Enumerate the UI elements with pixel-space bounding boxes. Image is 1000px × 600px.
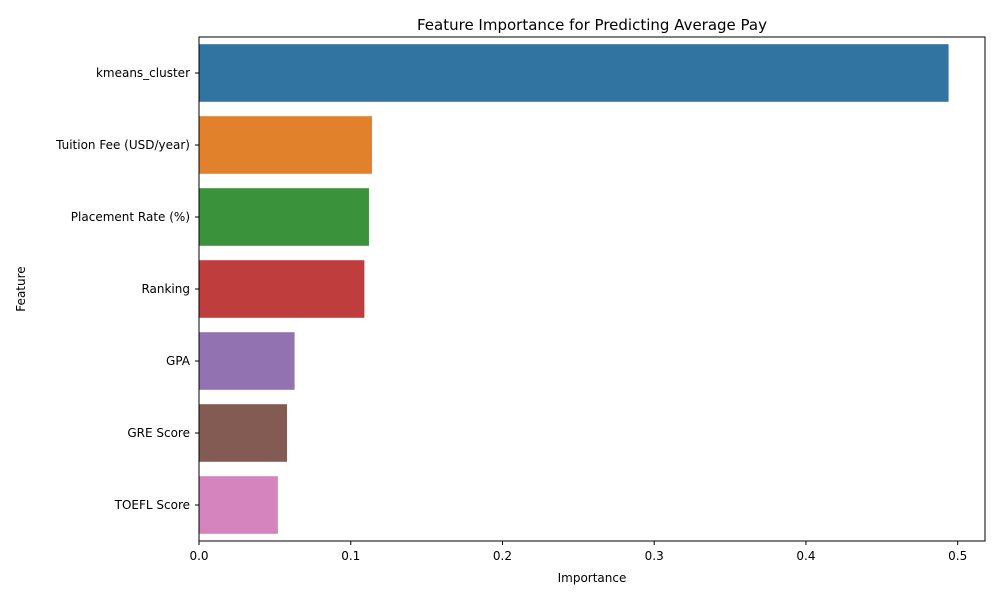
bar (199, 332, 295, 390)
bar (199, 116, 372, 174)
x-axis-label: Importance (558, 571, 627, 585)
chart-title: Feature Importance for Predicting Averag… (417, 16, 767, 34)
x-tick-label: 0.1 (341, 549, 360, 563)
y-tick-label: Tuition Fee (USD/year) (55, 138, 190, 152)
bars-group (199, 44, 949, 534)
bar (199, 404, 288, 462)
x-tick-label: 0.3 (645, 549, 664, 563)
x-ticks-group: 0.0 0.1 0.2 0.3 0.4 0.5 (189, 541, 967, 563)
y-axis-label: Feature (14, 266, 28, 311)
y-ticks-group: kmeans_cluster Tuition Fee (USD/year) Plac… (55, 66, 199, 512)
bar (199, 476, 278, 534)
y-tick-label: Placement Rate (%) (71, 210, 190, 224)
y-tick-label: GPA (166, 354, 191, 368)
bar (199, 188, 369, 246)
y-tick-label: GRE Score (127, 426, 190, 440)
bar (199, 260, 365, 318)
bar (199, 44, 949, 102)
plot-frame (198, 36, 986, 542)
y-tick-label: Ranking (141, 282, 190, 296)
x-tick-label: 0.2 (493, 549, 512, 563)
x-tick-label: 0.5 (948, 549, 967, 563)
y-tick-label: kmeans_cluster (96, 66, 190, 80)
x-tick-label: 0.4 (796, 549, 815, 563)
x-tick-label: 0.0 (189, 549, 208, 563)
y-tick-label: TOEFL Score (114, 498, 190, 512)
